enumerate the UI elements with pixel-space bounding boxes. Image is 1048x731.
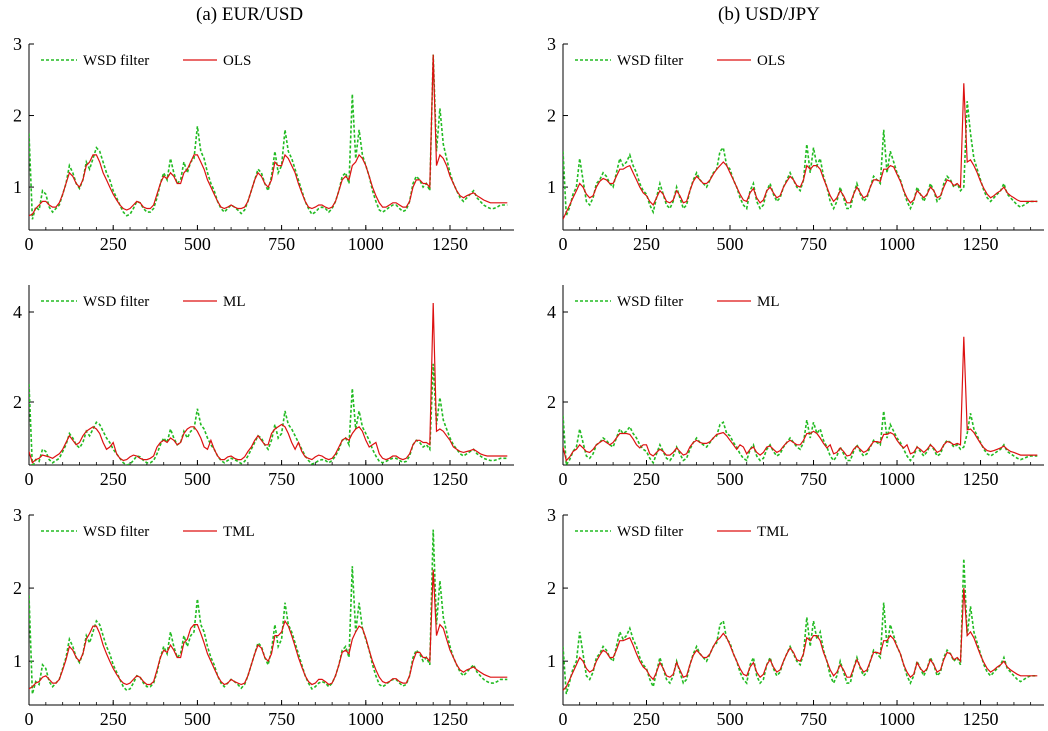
x-tick-label: 750 xyxy=(800,234,827,254)
y-tick-label: 2 xyxy=(547,106,556,126)
series-line-wsd-filter xyxy=(563,101,1038,216)
legend-label-model: TML xyxy=(223,524,255,540)
x-tick-label: 750 xyxy=(268,709,295,729)
x-tick-label: 250 xyxy=(100,234,127,254)
series-line-wsd-filter xyxy=(29,529,508,695)
column-title-a: (a) EUR/USD xyxy=(196,4,304,25)
panel-a-row1: 1 2 3 0 250 500 750 1000 1250 WSD filter OLS xyxy=(13,34,514,254)
y-tick-label: 2 xyxy=(547,578,556,598)
legend-label-wsd: WSD filter xyxy=(83,53,149,69)
panel-b-row3: 1 2 3 0 250 500 750 1000 1250 WSD filter TML xyxy=(547,505,1044,729)
series-line-tml xyxy=(29,569,508,690)
x-tick-label: 1000 xyxy=(348,709,384,729)
y-tick-label: 3 xyxy=(13,505,22,525)
y-tick-label: 4 xyxy=(547,302,556,322)
y-tick-label: 4 xyxy=(13,302,22,322)
x-tick-label: 1000 xyxy=(879,234,915,254)
x-tick-label: 250 xyxy=(633,469,660,489)
x-tick-label: 1250 xyxy=(963,709,999,729)
legend-label-wsd: WSD filter xyxy=(83,524,149,540)
legend-label-model: OLS xyxy=(757,53,785,69)
series-line-wsd-filter xyxy=(29,363,508,465)
y-tick-label: 3 xyxy=(547,34,556,54)
x-tick-label: 0 xyxy=(559,234,568,254)
x-tick-label: 500 xyxy=(717,469,744,489)
x-tick-label: 1250 xyxy=(963,234,999,254)
column-title-b: (b) USD/JPY xyxy=(718,4,820,25)
x-tick-label: 1000 xyxy=(879,709,915,729)
y-tick-label: 2 xyxy=(13,106,22,126)
x-tick-label: 0 xyxy=(559,709,568,729)
x-tick-label: 250 xyxy=(633,234,660,254)
y-tick-label: 1 xyxy=(547,177,556,197)
legend-label-model: OLS xyxy=(223,53,251,69)
legend-label-wsd: WSD filter xyxy=(617,524,683,540)
x-tick-label: 1250 xyxy=(432,469,468,489)
panel-a-row2: 2 4 0 250 500 750 1000 1250 WSD filter ML xyxy=(13,285,514,489)
legend-label-wsd: WSD filter xyxy=(617,53,683,69)
y-tick-label: 1 xyxy=(13,177,22,197)
x-tick-label: 750 xyxy=(268,234,295,254)
series-line-wsd-filter xyxy=(563,558,1038,695)
y-tick-label: 3 xyxy=(13,34,22,54)
legend-label-model: ML xyxy=(223,294,246,310)
x-tick-label: 1250 xyxy=(432,234,468,254)
y-tick-label: 2 xyxy=(13,578,22,598)
x-tick-label: 1250 xyxy=(963,469,999,489)
x-tick-label: 1250 xyxy=(432,709,468,729)
x-tick-label: 1000 xyxy=(879,469,915,489)
x-tick-label: 0 xyxy=(559,469,568,489)
x-tick-label: 500 xyxy=(184,469,211,489)
series-line-ols xyxy=(29,54,508,217)
x-tick-label: 500 xyxy=(717,234,744,254)
legend-label-wsd: WSD filter xyxy=(617,294,683,310)
x-tick-label: 500 xyxy=(184,234,211,254)
x-tick-label: 750 xyxy=(800,709,827,729)
legend-label-model: TML xyxy=(757,524,789,540)
series-line-wsd-filter xyxy=(563,410,1038,465)
series-line-tml xyxy=(563,588,1038,691)
x-tick-label: 750 xyxy=(800,469,827,489)
y-tick-label: 1 xyxy=(13,651,22,671)
y-tick-label: 1 xyxy=(547,651,556,671)
legend-label-wsd: WSD filter xyxy=(83,294,149,310)
panel-a-row3: 1 2 3 0 250 500 750 1000 1250 WSD filter TML xyxy=(13,505,514,729)
series-line-ols xyxy=(563,83,1038,220)
x-tick-label: 250 xyxy=(100,709,127,729)
x-tick-label: 750 xyxy=(268,469,295,489)
y-tick-label: 2 xyxy=(13,392,22,412)
panel-b-row2: 2 4 0 250 500 750 1000 1250 WSD filter ML xyxy=(547,285,1044,489)
x-tick-label: 500 xyxy=(717,709,744,729)
x-tick-label: 500 xyxy=(184,709,211,729)
series-line-ml xyxy=(563,336,1038,462)
x-tick-label: 250 xyxy=(633,709,660,729)
x-tick-label: 0 xyxy=(25,234,34,254)
y-tick-label: 3 xyxy=(547,505,556,525)
panel-b-row1: 1 2 3 0 250 500 750 1000 1250 WSD filter OLS xyxy=(547,34,1044,254)
legend-label-model: ML xyxy=(757,294,780,310)
series-line-ml xyxy=(29,302,508,464)
x-tick-label: 1000 xyxy=(348,469,384,489)
x-tick-label: 0 xyxy=(25,709,34,729)
x-tick-label: 1000 xyxy=(348,234,384,254)
y-tick-label: 2 xyxy=(547,392,556,412)
x-tick-label: 250 xyxy=(100,469,127,489)
x-tick-label: 0 xyxy=(25,469,34,489)
